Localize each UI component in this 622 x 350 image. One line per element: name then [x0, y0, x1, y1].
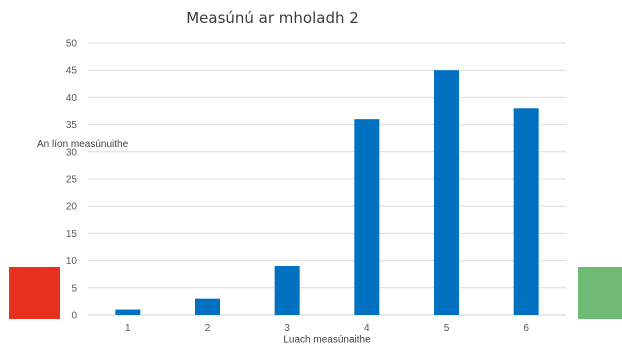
y-tick-label: 50: [66, 39, 78, 50]
left-color-swatch: [9, 267, 60, 319]
y-tick-label: 5: [71, 283, 77, 294]
bar-4: [354, 119, 380, 315]
y-tick-label: 20: [66, 202, 78, 213]
bars: [115, 70, 539, 315]
y-tick-label: 40: [66, 93, 78, 104]
y-tick-label: 35: [66, 120, 78, 131]
bar-2: [195, 298, 220, 315]
x-tick-label: 3: [284, 323, 290, 334]
bar-3: [274, 266, 300, 315]
y-tick-label: 15: [66, 229, 78, 240]
grid-lines: [88, 42, 566, 316]
bar-6: [513, 108, 539, 315]
x-tick-labels: 1 2 3 4 5 6: [125, 323, 529, 334]
x-tick-label: 5: [444, 323, 450, 334]
right-color-swatch: [578, 267, 622, 319]
y-tick-label: 45: [66, 66, 78, 77]
bar-5: [434, 70, 459, 315]
y-tick-label: 10: [66, 256, 78, 267]
x-tick-label: 6: [523, 323, 529, 334]
y-tick-label: 0: [71, 311, 77, 322]
y-tick-label: 30: [66, 147, 78, 158]
x-axis-label: Luach measúnaithe: [283, 334, 371, 346]
x-tick-label: 1: [125, 323, 131, 334]
y-axis-label: An líon measúnuithe: [37, 139, 129, 150]
bar-1: [115, 309, 141, 315]
y-tick-labels: 0 5 10 15 20 25 30 35 40 45 50: [66, 39, 78, 322]
x-tick-label: 4: [364, 323, 370, 334]
x-tick-label: 2: [205, 323, 211, 334]
y-tick-label: 25: [66, 175, 78, 186]
chart-title: Measúnú ar mholadh 2: [186, 9, 359, 27]
